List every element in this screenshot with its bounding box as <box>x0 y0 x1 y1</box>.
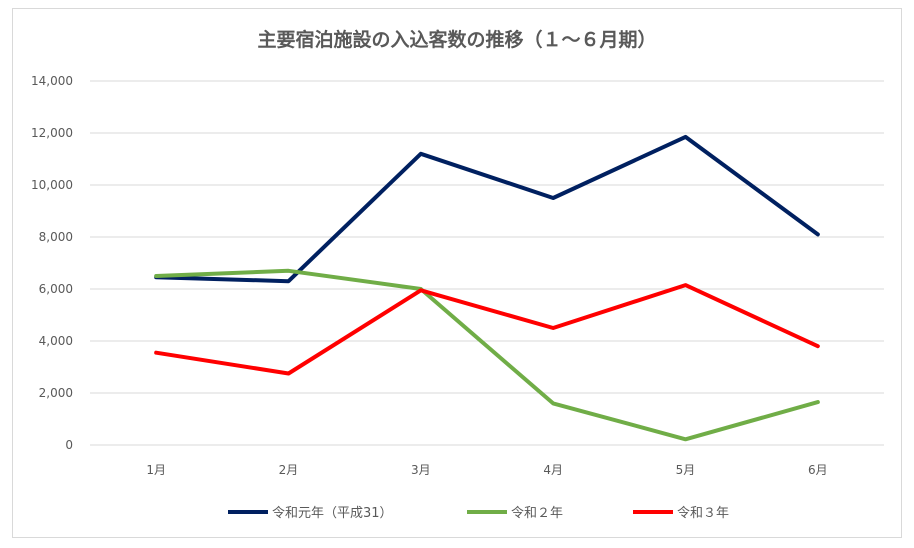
y-axis-ticks: 0 2,000 4,000 6,000 8,000 10,000 12,000 14,000 <box>31 74 73 452</box>
legend-label: 令和２年 <box>511 506 563 521</box>
gridlines <box>90 80 884 446</box>
y-tick-label: 2,000 <box>39 386 73 400</box>
y-tick-label: 0 <box>65 438 73 452</box>
chart-frame <box>12 8 902 538</box>
y-tick-label: 6,000 <box>39 282 73 296</box>
x-tick-label: 2月 <box>279 463 299 477</box>
series-line-3 <box>154 283 820 376</box>
legend-label: 令和元年（平成31） <box>272 506 393 521</box>
x-tick-label: 4月 <box>543 463 563 477</box>
legend: 令和元年（平成31） 令和２年 令和３年 <box>228 506 729 521</box>
x-tick-label: 3月 <box>411 463 431 477</box>
y-tick-label: 12,000 <box>31 126 73 140</box>
x-axis-ticks: 1月 2月 3月 4月 5月 6月 <box>146 463 827 477</box>
series-line-1 <box>154 134 820 284</box>
legend-label: 令和３年 <box>677 506 729 521</box>
x-tick-label: 6月 <box>808 463 828 477</box>
y-tick-label: 10,000 <box>31 178 73 192</box>
y-tick-label: 4,000 <box>39 334 73 348</box>
series-line-2 <box>154 268 820 442</box>
chart-title: 主要宿泊施設の入込客数の推移（１～６月期） <box>257 28 656 51</box>
series-lines <box>154 134 820 442</box>
y-tick-label: 14,000 <box>31 74 73 88</box>
x-tick-label: 5月 <box>676 463 696 477</box>
y-tick-label: 8,000 <box>39 230 73 244</box>
x-tick-label: 1月 <box>146 463 166 477</box>
